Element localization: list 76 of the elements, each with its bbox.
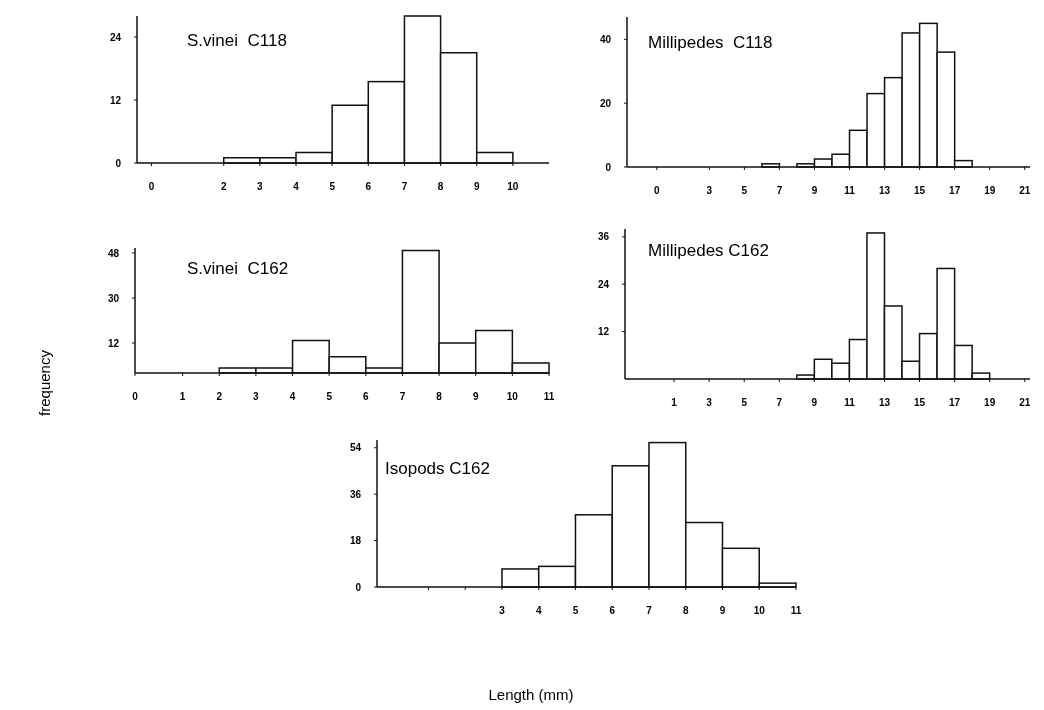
- y-tick-label: 12: [597, 326, 610, 338]
- y-tick-label: 0: [355, 581, 362, 593]
- x-axis-title: Length (mm): [488, 686, 574, 703]
- x-tick-label: 0: [148, 181, 155, 192]
- x-tick-label: 3: [706, 397, 713, 408]
- x-tick-label: 1: [671, 397, 678, 408]
- y-axis-title: frequency: [36, 349, 53, 416]
- x-tick-label: 10: [753, 605, 766, 616]
- y-tick-label: 0: [605, 161, 612, 173]
- x-tick-label: 6: [609, 605, 616, 616]
- x-tick-label: 0: [132, 391, 139, 402]
- text: Isopods C162: [385, 459, 490, 478]
- text: S.vinei C118: [187, 31, 287, 50]
- x-tick-label: 3: [706, 185, 713, 196]
- x-tick-label: 10: [506, 391, 519, 402]
- y-tick-label: 24: [109, 31, 122, 43]
- x-tick-label: 9: [811, 397, 818, 408]
- x-tick-label: 4: [289, 391, 296, 402]
- x-tick-label: 11: [543, 391, 555, 402]
- y-tick-label: 18: [349, 535, 362, 547]
- x-tick-label: 9: [719, 605, 726, 616]
- x-tick-label: 7: [399, 391, 406, 402]
- y-tick-label: 36: [597, 231, 610, 243]
- x-tick-label: 1: [179, 391, 186, 402]
- x-tick-label: 19: [984, 397, 996, 408]
- x-tick-label: 5: [741, 185, 748, 196]
- x-tick-label: 9: [473, 181, 480, 192]
- x-tick-label: 3: [257, 181, 264, 192]
- x-tick-label: 5: [326, 391, 333, 402]
- y-tick-label: 12: [109, 94, 122, 106]
- x-tick-label: 19: [984, 185, 996, 196]
- y-tick-label: 36: [349, 488, 362, 500]
- x-tick-label: 17: [949, 185, 961, 196]
- x-tick-label: 15: [913, 397, 926, 408]
- y-tick-label: 54: [349, 442, 362, 454]
- x-tick-label: 5: [329, 181, 336, 192]
- x-tick-label: 8: [682, 605, 689, 616]
- x-tick-label: 11: [844, 397, 856, 408]
- x-tick-label: 4: [293, 181, 300, 192]
- y-tick-label: 48: [107, 247, 120, 259]
- x-tick-label: 17: [949, 397, 961, 408]
- x-tick-label: 7: [776, 397, 783, 408]
- x-tick-label: 8: [437, 181, 444, 192]
- text: Millipedes C118: [648, 33, 773, 52]
- text: Millipedes C162: [648, 241, 769, 260]
- x-tick-label: 2: [216, 391, 223, 402]
- x-tick-label: 9: [811, 185, 818, 196]
- x-tick-label: 6: [365, 181, 372, 192]
- x-tick-label: 3: [499, 605, 506, 616]
- x-tick-label: 8: [436, 391, 443, 402]
- x-tick-label: 5: [741, 397, 748, 408]
- x-tick-label: 2: [220, 181, 227, 192]
- x-tick-label: 9: [472, 391, 479, 402]
- y-tick-label: 12: [107, 337, 120, 349]
- x-tick-label: 15: [914, 185, 926, 196]
- y-tick-label: 30: [107, 292, 120, 304]
- x-tick-label: 7: [646, 605, 653, 616]
- y-tick-label: 24: [597, 278, 610, 290]
- text: S.vinei C162: [187, 259, 289, 278]
- y-tick-label: 20: [599, 97, 612, 109]
- x-tick-label: 21: [1019, 185, 1031, 196]
- x-tick-label: 6: [363, 391, 370, 402]
- x-tick-label: 7: [776, 185, 783, 196]
- x-tick-label: 4: [535, 605, 542, 616]
- y-tick-label: 40: [599, 33, 612, 45]
- x-tick-label: 11: [790, 605, 802, 616]
- x-tick-label: 10: [507, 181, 519, 192]
- x-tick-label: 7: [401, 181, 408, 192]
- x-tick-label: 3: [253, 391, 260, 402]
- x-tick-label: 13: [879, 185, 891, 196]
- x-tick-label: 11: [844, 185, 856, 196]
- x-tick-label: 5: [572, 605, 579, 616]
- x-tick-label: 21: [1019, 397, 1031, 408]
- x-tick-label: 13: [878, 397, 891, 408]
- x-tick-label: 0: [654, 185, 661, 196]
- y-tick-label: 0: [115, 157, 122, 169]
